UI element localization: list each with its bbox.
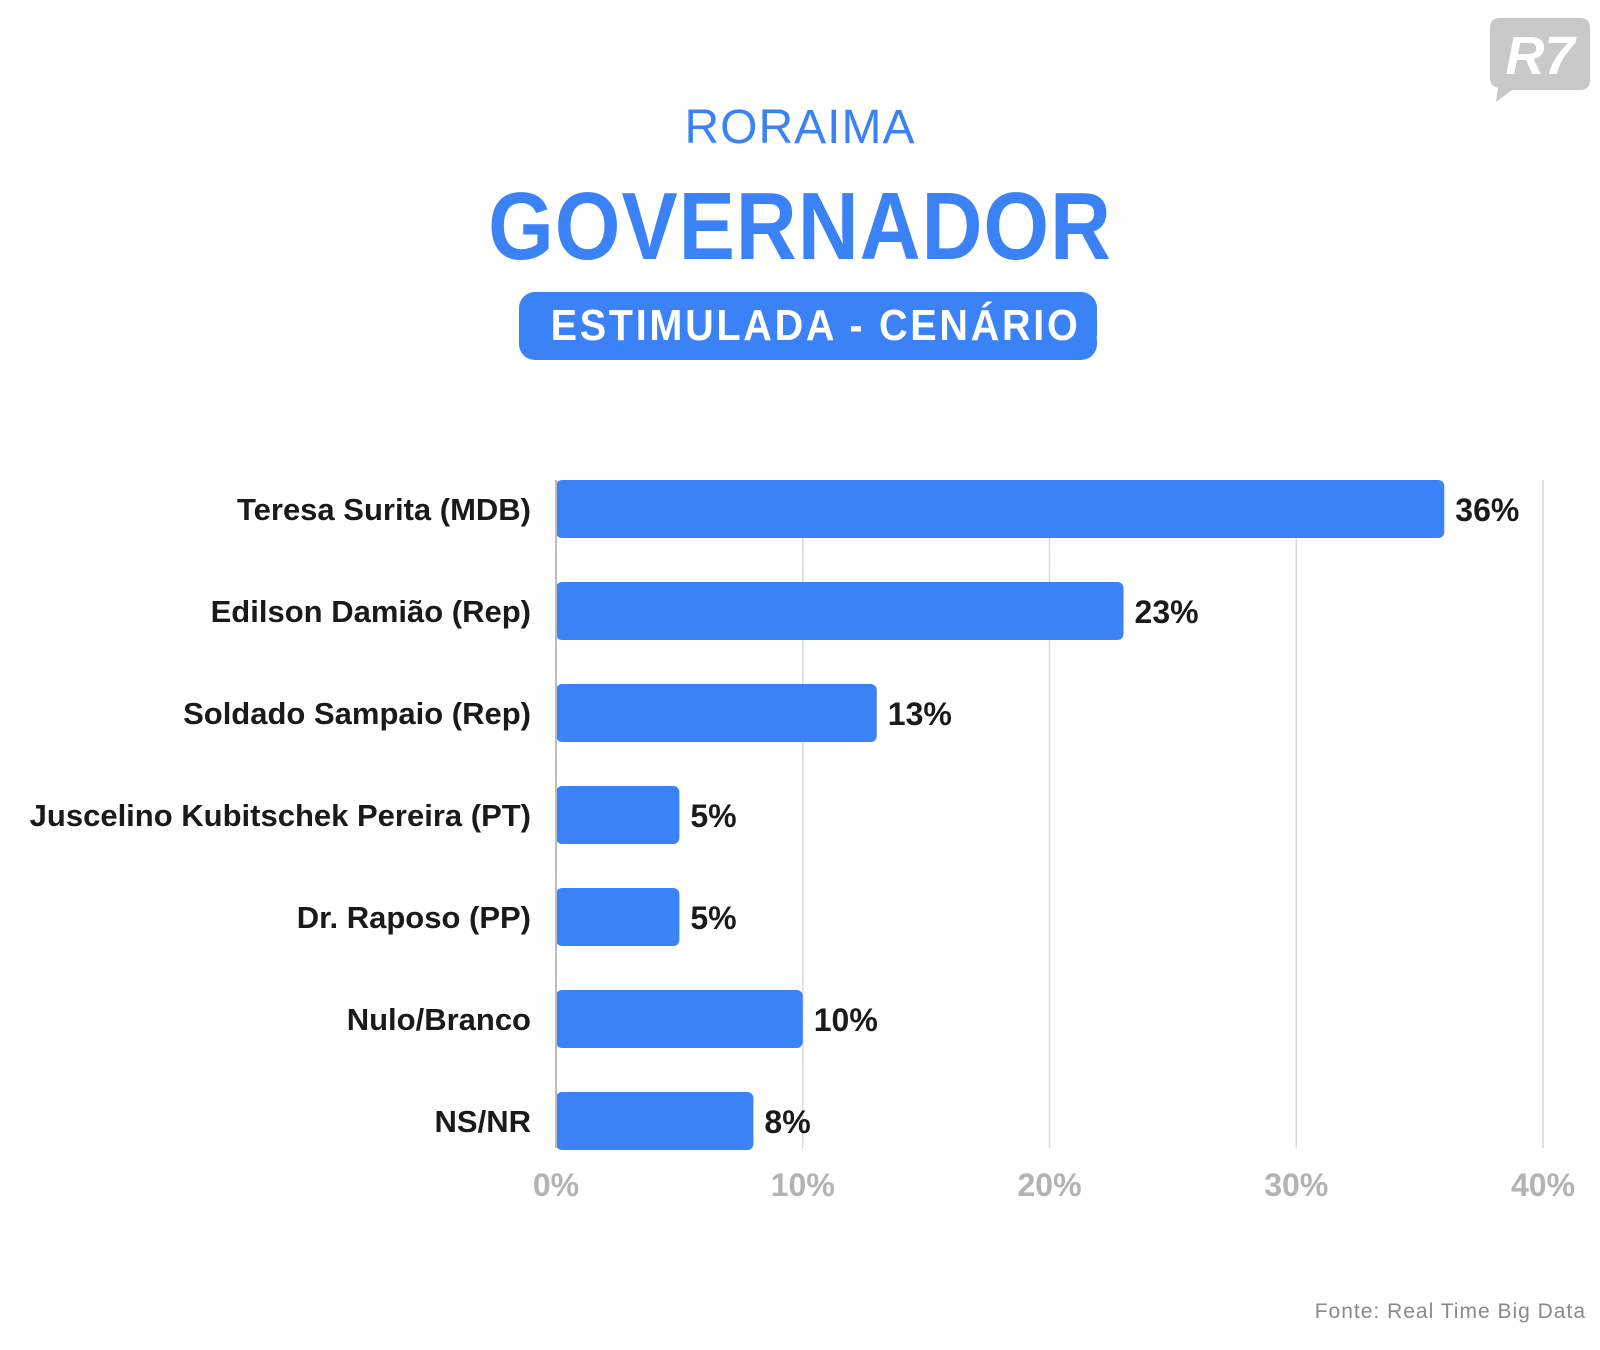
scenario-badge-label: ESTIMULADA - CENÁRIO 1 bbox=[550, 301, 1119, 350]
bar bbox=[556, 786, 680, 844]
category-label: Edilson Damião (Rep) bbox=[211, 594, 531, 629]
value-label: 5% bbox=[690, 900, 736, 936]
category-label: Dr. Raposo (PP) bbox=[297, 900, 531, 935]
logo-badge-shape bbox=[1490, 18, 1590, 102]
value-label: 36% bbox=[1455, 492, 1519, 528]
x-tick-label: 20% bbox=[1017, 1167, 1081, 1203]
bar bbox=[556, 582, 1124, 640]
source-note: Fonte: Real Time Big Data bbox=[1314, 1300, 1586, 1323]
value-label: 8% bbox=[764, 1104, 810, 1140]
value-label: 13% bbox=[888, 696, 952, 732]
value-label: 10% bbox=[814, 1002, 878, 1038]
chart-subtitle: RORAIMA bbox=[684, 101, 916, 154]
x-tick-label: 30% bbox=[1264, 1167, 1328, 1203]
bar bbox=[556, 990, 803, 1048]
category-label: Nulo/Branco bbox=[347, 1002, 531, 1037]
bar bbox=[556, 684, 877, 742]
value-label: 5% bbox=[690, 798, 736, 834]
bar bbox=[556, 888, 680, 946]
x-tick-label: 0% bbox=[533, 1167, 579, 1203]
scenario-badge: ESTIMULADA - CENÁRIO 1 bbox=[519, 292, 1116, 360]
category-label: Juscelino Kubitschek Pereira (PT) bbox=[30, 798, 531, 833]
bar bbox=[556, 1092, 754, 1150]
category-label: Soldado Sampaio (Rep) bbox=[183, 696, 531, 731]
x-tick-label: 10% bbox=[771, 1167, 835, 1203]
chart-title: GOVERNADOR bbox=[488, 173, 1112, 280]
logo-text: R7 bbox=[1505, 26, 1577, 86]
value-label: 23% bbox=[1135, 594, 1199, 630]
category-label: NS/NR bbox=[435, 1104, 531, 1139]
category-label: Teresa Surita (MDB) bbox=[237, 492, 531, 527]
x-tick-label: 40% bbox=[1511, 1167, 1575, 1203]
bar bbox=[556, 480, 1445, 538]
r7-logo: R7 bbox=[1490, 18, 1590, 102]
